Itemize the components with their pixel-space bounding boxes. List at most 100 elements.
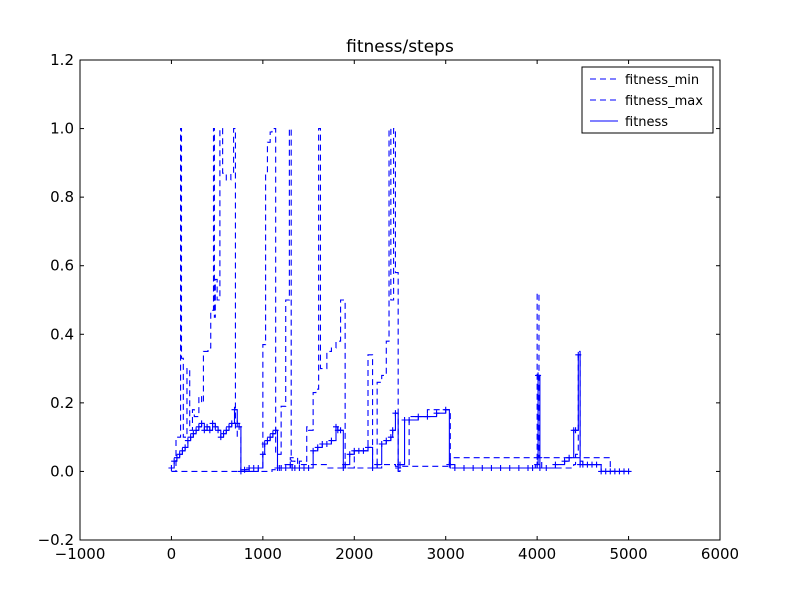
data-point-marker [333, 423, 339, 430]
data-point-marker [223, 427, 230, 434]
data-point-marker [269, 430, 276, 437]
data-point-marker [369, 465, 376, 471]
data-point-marker [314, 444, 321, 451]
data-point-marker [193, 427, 200, 434]
data-point-marker [365, 444, 371, 451]
legend-label: fitness [625, 115, 668, 130]
legend-item: fitness_max [590, 94, 703, 109]
x-tick-label: 2000 [335, 545, 373, 563]
data-point-marker [392, 410, 399, 417]
data-point-marker [415, 413, 422, 420]
data-point-marker [337, 427, 344, 434]
data-point-marker [424, 413, 431, 420]
data-point-marker [176, 451, 183, 458]
data-point-marker [264, 437, 271, 444]
y-tick-label: 0.8 [50, 188, 74, 206]
data-point-marker [217, 434, 224, 441]
data-point-marker [209, 420, 216, 427]
data-point-marker [234, 420, 241, 427]
series-fitness [168, 351, 632, 475]
data-point-marker [446, 461, 453, 468]
data-point-marker [374, 461, 381, 468]
data-point-marker [190, 430, 197, 437]
legend-label: fitness_max [625, 94, 703, 109]
data-point-marker [479, 465, 486, 471]
data-point-marker [497, 465, 504, 471]
data-point-marker [378, 441, 385, 447]
data-point-marker [461, 465, 467, 471]
data-point-marker [442, 406, 449, 413]
data-point-marker [187, 434, 194, 441]
data-point-marker [536, 465, 543, 471]
data-point-marker [383, 437, 390, 444]
data-point-marker [204, 423, 211, 430]
data-point-marker [287, 461, 294, 468]
data-point-marker [206, 427, 213, 434]
plot-frame [79, 59, 721, 541]
data-point-marker [552, 461, 559, 468]
data-point-marker [342, 461, 349, 468]
axes-layer: −1000 0 1000 2000 3000 4000 5000 6000 −0.2 0.0 0.2… [38, 51, 740, 563]
data-point-marker [506, 465, 513, 471]
data-point-marker [625, 468, 632, 475]
data-point-marker [323, 441, 330, 447]
data-point-marker [215, 427, 222, 434]
series-line [171, 128, 629, 472]
data-point-marker [340, 465, 347, 471]
data-point-marker [346, 451, 353, 458]
y-tick-label: 0.2 [50, 394, 74, 412]
y-tick-label: 1.2 [50, 51, 74, 69]
legend-label: fitness_min [625, 73, 699, 88]
data-point-marker [328, 437, 335, 444]
data-point-marker [226, 423, 233, 430]
data-point-marker [228, 420, 235, 427]
data-point-marker [575, 351, 582, 358]
data-point-marker [451, 465, 458, 471]
data-point-marker [488, 465, 495, 471]
data-point-marker [529, 465, 536, 471]
data-point-marker [173, 454, 180, 461]
data-point-marker [241, 466, 248, 473]
data-point-marker [360, 447, 367, 454]
y-tick-label: 0.4 [50, 325, 74, 343]
x-tick-label: −1000 [55, 545, 106, 563]
y-tick-label: 1.0 [50, 120, 74, 138]
data-point-marker [184, 437, 191, 444]
legend-item: fitness [590, 115, 668, 130]
data-point-marker [561, 458, 568, 465]
data-point-marker [572, 427, 579, 434]
y-tick-label: 0.0 [50, 462, 74, 480]
x-tick-label: 1000 [244, 545, 282, 563]
data-point-marker [220, 430, 227, 437]
data-point-marker [255, 465, 262, 471]
y-tick-label: −0.2 [38, 531, 74, 549]
data-point-marker [397, 461, 403, 468]
data-point-marker [470, 465, 477, 471]
data-point-marker [236, 423, 243, 430]
data-point-marker [201, 427, 208, 434]
data-point-marker [433, 410, 440, 417]
data-point-marker [310, 447, 317, 454]
data-point-marker [566, 454, 573, 461]
series-layer [168, 128, 632, 475]
series-fitness-max [171, 128, 629, 472]
x-tick-label: 5000 [609, 545, 647, 563]
data-point-marker [535, 372, 542, 379]
data-point-marker [237, 468, 244, 475]
data-point-marker [534, 461, 541, 468]
data-point-marker [259, 451, 266, 458]
x-tick-label: 0 [167, 545, 177, 563]
data-point-marker [543, 465, 550, 471]
data-point-marker [195, 423, 202, 430]
x-tick-label: 6000 [701, 545, 739, 563]
data-point-marker [387, 434, 394, 441]
chart-title: fitness/steps [346, 37, 454, 57]
data-point-marker [267, 434, 274, 441]
data-point-marker [272, 427, 279, 434]
data-point-marker [182, 444, 189, 451]
data-point-marker [406, 417, 413, 423]
data-point-marker [212, 423, 219, 430]
data-point-marker [395, 465, 402, 471]
